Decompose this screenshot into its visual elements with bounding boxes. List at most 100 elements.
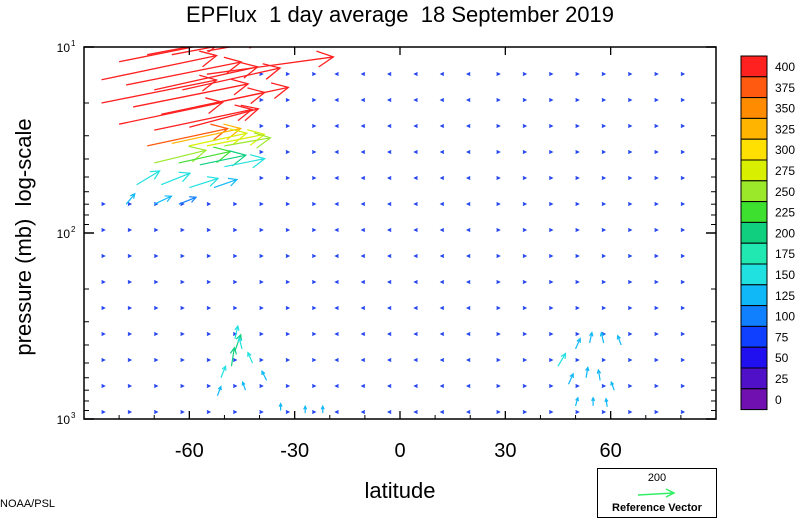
- background-vector: [206, 332, 212, 336]
- background-vector: [153, 358, 159, 362]
- background-vector: [386, 384, 392, 388]
- y-tick-exponent: 3: [71, 411, 76, 420]
- background-vector: [627, 202, 633, 206]
- background-vector: [153, 228, 159, 232]
- colorbar-swatch: [740, 138, 768, 161]
- background-vector: [413, 410, 418, 414]
- background-vector: [311, 124, 317, 128]
- background-vector: [654, 98, 659, 102]
- background-vector: [575, 72, 580, 76]
- flux-vector: [574, 396, 580, 407]
- colorbar-label: 200: [775, 226, 795, 240]
- background-vector: [127, 410, 133, 414]
- flux-vector: [557, 352, 567, 367]
- colorbar-label: 300: [775, 143, 795, 157]
- background-vector: [285, 72, 291, 76]
- background-vector: [413, 254, 418, 258]
- flux-vectors: [101, 47, 622, 414]
- colorbar-label: 100: [775, 310, 795, 324]
- colorbar-label: 350: [775, 102, 795, 116]
- background-vector: [413, 124, 418, 128]
- background-vector: [232, 228, 238, 232]
- background-vector: [386, 202, 392, 206]
- background-vector: [575, 150, 580, 154]
- background-vector: [232, 202, 238, 206]
- background-vector: [654, 124, 659, 128]
- background-vector: [311, 332, 317, 336]
- background-vector: [522, 384, 528, 388]
- background-vector: [180, 332, 185, 336]
- background-vector: [496, 176, 501, 180]
- background-vector: [413, 358, 418, 362]
- background-vector: [601, 202, 607, 206]
- colorbar-label: 325: [775, 122, 795, 136]
- background-vector: [101, 358, 106, 362]
- background-vector: [601, 384, 607, 388]
- flux-vector: [147, 123, 230, 147]
- background-vector: [575, 254, 580, 258]
- background-vector: [627, 410, 633, 414]
- background-vector: [259, 384, 264, 388]
- background-vector: [127, 384, 133, 388]
- background-vector: [465, 150, 471, 154]
- background-vector: [311, 358, 317, 362]
- background-vector: [360, 176, 366, 180]
- chart-title: EPFlux 1 day average 18 September 2019: [185, 2, 615, 27]
- background-vector: [680, 332, 686, 336]
- background-vector: [259, 306, 264, 310]
- background-vector: [311, 176, 317, 180]
- background-vector: [360, 358, 366, 362]
- colorbar-swatch: [740, 242, 768, 265]
- flux-vector: [261, 369, 268, 381]
- background-vector: [439, 72, 445, 76]
- flux-vector: [171, 123, 243, 145]
- background-vector: [465, 98, 471, 102]
- background-vector: [522, 358, 528, 362]
- background-vector: [259, 254, 264, 258]
- background-vector: [627, 228, 633, 232]
- flux-vector: [154, 145, 208, 164]
- background-vector: [413, 228, 418, 232]
- background-vector: [439, 358, 445, 362]
- background-vector: [496, 72, 501, 76]
- background-vector: [413, 332, 418, 336]
- background-vector: [180, 254, 185, 258]
- colorbar-label: 375: [775, 81, 795, 95]
- flux-vector: [604, 397, 609, 407]
- background-vector: [285, 410, 291, 414]
- background-vector: [522, 124, 528, 128]
- colorbar-label: 400: [775, 60, 795, 74]
- background-vector: [127, 280, 133, 284]
- background-vector: [496, 124, 501, 128]
- background-vector: [496, 332, 501, 336]
- flux-vector: [153, 195, 173, 205]
- background-vector: [601, 228, 607, 232]
- background-vector: [153, 306, 159, 310]
- background-vector: [180, 280, 185, 284]
- background-vector: [334, 124, 339, 128]
- background-vector: [153, 280, 159, 284]
- background-vector: [180, 228, 185, 232]
- background-vector: [439, 306, 445, 310]
- background-vector: [285, 384, 291, 388]
- colorbar-swatch: [740, 97, 768, 119]
- background-vector: [601, 280, 607, 284]
- flux-vector: [206, 50, 335, 75]
- background-vector: [522, 176, 528, 180]
- background-vector: [522, 410, 528, 414]
- background-vector: [465, 306, 471, 310]
- x-tick-label: 0: [394, 440, 405, 462]
- background-vector: [285, 124, 291, 128]
- background-vector: [496, 384, 501, 388]
- x-tick-label: -30: [280, 440, 309, 462]
- y-tick-label: 10: [57, 41, 71, 55]
- background-vector: [680, 384, 686, 388]
- background-vector: [413, 176, 418, 180]
- background-vector: [206, 228, 212, 232]
- background-vector: [334, 254, 339, 258]
- reference-vector-label: Reference Vector: [612, 502, 702, 514]
- background-vector: [627, 150, 633, 154]
- background-vector: [334, 384, 339, 388]
- background-vector: [232, 254, 238, 258]
